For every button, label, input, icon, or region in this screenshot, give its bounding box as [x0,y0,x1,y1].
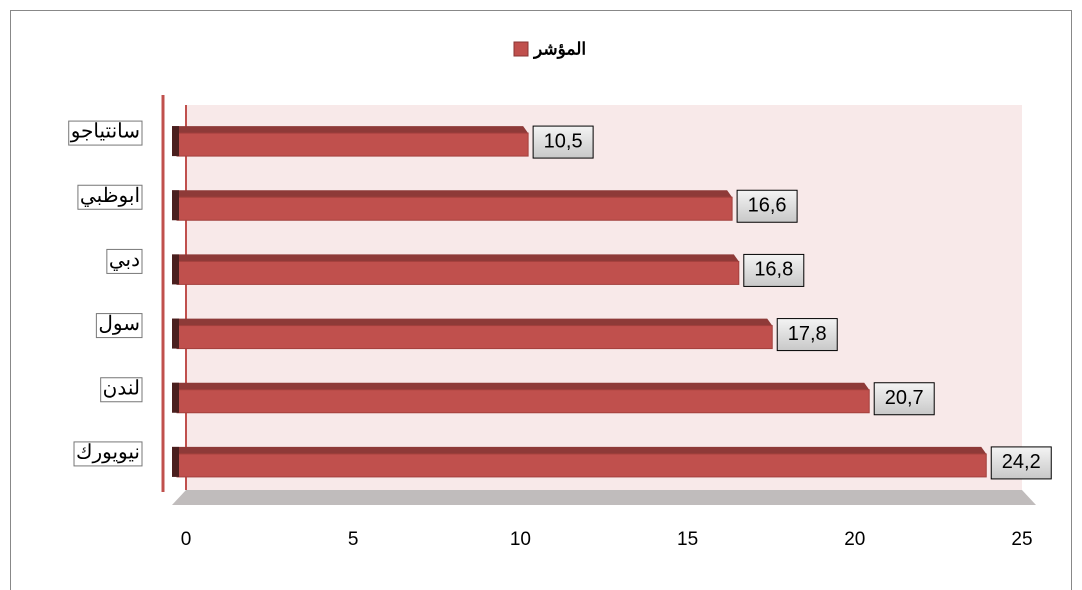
category-label-box [77,184,143,210]
category-label: ابوظبي [80,185,140,207]
category-label: سول [98,313,140,335]
legend-swatch [513,41,529,57]
legend-label: المؤشر [532,39,586,59]
bar-side [172,126,179,157]
bar-side [172,254,179,285]
bar-top [172,446,987,454]
category-label-box [73,441,143,467]
legend: المؤشر [513,39,586,59]
chart-border [10,10,1072,590]
bar-top [172,318,773,326]
value-label-box [736,189,798,223]
category-label-box [106,248,143,274]
x-tick-label: 25 [1011,529,1032,550]
value-label: 10,5 [544,130,583,152]
bar-top [172,382,870,390]
bar-top [172,126,529,134]
category-label-box [100,377,143,403]
value-label: 20,7 [885,387,924,409]
value-label: 16,8 [754,259,793,281]
value-label-box [990,446,1052,480]
value-label-box [743,253,805,287]
category-label: لندن [103,377,140,399]
bar [176,132,529,157]
x-tick-label: 10 [510,529,531,550]
floor [172,490,1036,505]
category-label: سانتياجو [70,121,140,143]
bar-side [172,318,179,349]
bar-top [172,254,739,262]
x-tick-label: 5 [348,529,359,550]
bar [176,196,733,221]
bar [176,325,773,350]
category-label-box [95,313,143,339]
value-label: 17,8 [788,323,827,345]
category-label: دبي [109,249,140,271]
back-wall [186,105,1022,490]
bar-top [172,190,733,198]
bar [176,453,987,478]
bar [176,260,740,285]
x-tick-label: 20 [844,529,865,550]
x-tick-label: 15 [677,529,698,550]
value-label: 24,2 [1002,451,1041,473]
value-label: 16,6 [748,195,787,217]
value-label-box [873,382,935,416]
bar-side [172,190,179,221]
value-label-box [532,125,594,159]
bar [176,389,870,414]
bar-side [172,382,179,413]
category-label: نيويورك [76,442,140,464]
x-tick-label: 0 [181,529,192,550]
value-label-box [776,318,838,352]
bar-side [172,446,179,477]
category-label-box [68,120,143,146]
